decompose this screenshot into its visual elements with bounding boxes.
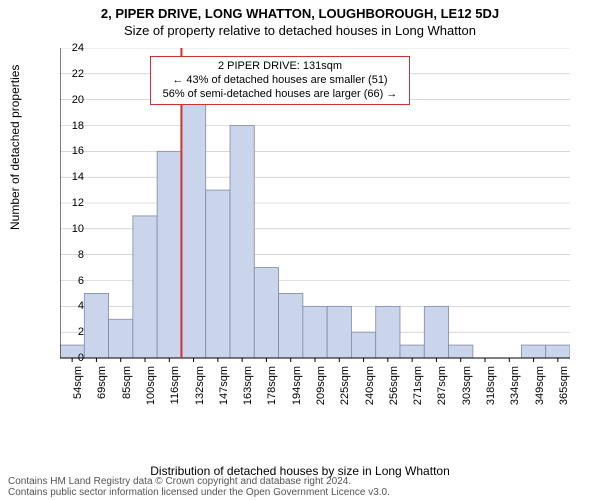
ytick-label: 14 — [72, 171, 84, 183]
ytick-label: 6 — [78, 275, 84, 287]
xtick-label: 318sqm — [485, 366, 497, 405]
xtick-label: 209sqm — [315, 366, 327, 405]
title-address: 2, PIPER DRIVE, LONG WHATTON, LOUGHBOROU… — [0, 0, 600, 21]
xtick-label: 349sqm — [534, 366, 546, 405]
xtick-label: 194sqm — [291, 366, 303, 405]
xtick-label: 69sqm — [96, 366, 108, 399]
xtick-label: 240sqm — [364, 366, 376, 405]
xtick-label: 147sqm — [218, 366, 230, 405]
footer-attribution: Contains HM Land Registry data © Crown c… — [8, 476, 390, 498]
xtick-label: 256sqm — [388, 366, 400, 405]
xtick-label: 334sqm — [509, 366, 521, 405]
xtick-label: 365sqm — [558, 366, 570, 405]
xtick-label: 303sqm — [461, 366, 473, 405]
footer-line-1: Contains HM Land Registry data © Crown c… — [8, 476, 390, 487]
ytick-label: 2 — [78, 326, 84, 338]
xtick-label: 116sqm — [169, 366, 181, 404]
annotation-callout: 2 PIPER DRIVE: 131sqm← 43% of detached h… — [150, 56, 410, 105]
ytick-label: 18 — [72, 120, 84, 132]
ytick-label: 0 — [78, 352, 84, 364]
ytick-label: 4 — [78, 300, 84, 312]
annotation-line: 2 PIPER DRIVE: 131sqm — [157, 60, 403, 74]
ytick-label: 22 — [72, 68, 84, 80]
xtick-label: 287sqm — [436, 366, 448, 405]
ytick-label: 10 — [72, 223, 84, 235]
xtick-label: 271sqm — [412, 366, 424, 405]
title-subtitle: Size of property relative to detached ho… — [0, 21, 600, 42]
xtick-label: 225sqm — [339, 366, 351, 405]
xtick-label: 163sqm — [242, 366, 254, 405]
xtick-label: 132sqm — [194, 366, 206, 405]
xtick-label: 54sqm — [72, 366, 84, 399]
ytick-label: 16 — [72, 145, 84, 157]
annotation-line: ← 43% of detached houses are smaller (51… — [157, 74, 403, 88]
annotation-line: 56% of semi-detached houses are larger (… — [157, 88, 403, 102]
xtick-label: 85sqm — [121, 366, 133, 399]
footer-line-2: Contains public sector information licen… — [8, 487, 390, 498]
ytick-label: 20 — [72, 94, 84, 106]
xtick-label: 178sqm — [266, 366, 278, 405]
ytick-label: 24 — [72, 42, 84, 54]
y-axis-label: Number of detached properties — [8, 65, 22, 230]
xtick-label: 100sqm — [145, 366, 157, 405]
ytick-label: 12 — [72, 197, 84, 209]
ytick-label: 8 — [78, 249, 84, 261]
